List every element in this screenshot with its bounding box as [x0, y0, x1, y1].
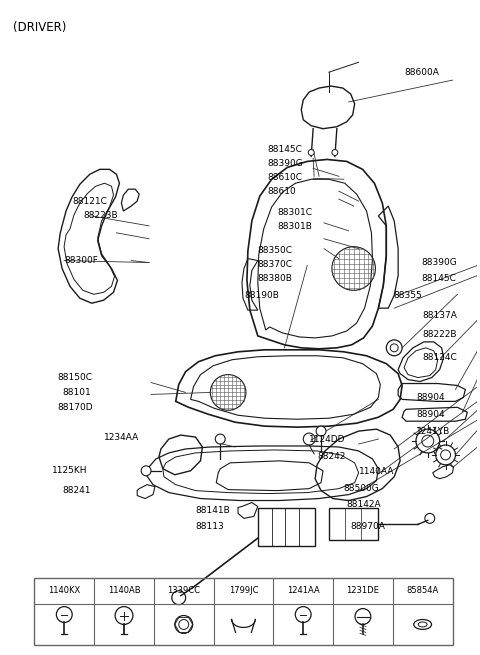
- Text: 88970A: 88970A: [351, 522, 385, 531]
- Text: 1799JC: 1799JC: [228, 586, 258, 595]
- Text: 1140KX: 1140KX: [48, 586, 80, 595]
- Text: 88370C: 88370C: [258, 260, 293, 269]
- Bar: [329, 508, 378, 540]
- Text: 85854A: 85854A: [407, 586, 439, 595]
- Text: 88301C: 88301C: [277, 208, 312, 217]
- Text: 88380B: 88380B: [258, 274, 293, 283]
- Text: 88300F: 88300F: [64, 256, 98, 265]
- Text: 88170D: 88170D: [57, 403, 93, 412]
- Text: 88137A: 88137A: [423, 310, 458, 320]
- Text: 88500G: 88500G: [344, 484, 380, 493]
- Text: 88390G: 88390G: [421, 258, 456, 267]
- Text: 88390G: 88390G: [268, 159, 303, 168]
- Text: 88242: 88242: [317, 453, 346, 461]
- Circle shape: [316, 426, 326, 436]
- Circle shape: [308, 149, 314, 155]
- Text: 88121C: 88121C: [72, 196, 107, 206]
- Text: 88101: 88101: [62, 388, 91, 397]
- Text: 88904: 88904: [416, 410, 444, 419]
- Text: 88142A: 88142A: [347, 500, 382, 509]
- Text: 88222B: 88222B: [423, 330, 457, 339]
- Text: 88610C: 88610C: [268, 173, 303, 182]
- Text: 88150C: 88150C: [57, 373, 92, 382]
- Circle shape: [141, 466, 151, 476]
- Text: 88350C: 88350C: [258, 246, 293, 255]
- Text: 1339CC: 1339CC: [167, 586, 200, 595]
- Bar: [35, 578, 453, 645]
- Text: 88355: 88355: [393, 291, 422, 300]
- Bar: [258, 508, 315, 546]
- Text: 1241AA: 1241AA: [287, 586, 320, 595]
- Circle shape: [216, 434, 225, 444]
- Text: 88301B: 88301B: [277, 222, 312, 231]
- Text: 1140AB: 1140AB: [108, 586, 140, 595]
- Text: 1241YB: 1241YB: [416, 426, 450, 436]
- Text: 88141B: 88141B: [195, 506, 230, 515]
- Text: 88600A: 88600A: [404, 67, 439, 77]
- Text: 88241: 88241: [62, 486, 91, 495]
- Text: 88610: 88610: [268, 187, 297, 196]
- Text: 88113: 88113: [195, 522, 224, 531]
- Text: 88145C: 88145C: [421, 274, 456, 283]
- Text: 1124DD: 1124DD: [309, 434, 346, 443]
- Text: 1231DE: 1231DE: [347, 586, 379, 595]
- Text: 88124C: 88124C: [423, 353, 457, 362]
- Text: 88145C: 88145C: [268, 145, 302, 154]
- Text: 88904: 88904: [416, 393, 444, 402]
- Text: 1140AA: 1140AA: [359, 467, 394, 476]
- Text: 88223B: 88223B: [84, 212, 119, 221]
- Text: 88190B: 88190B: [244, 291, 279, 300]
- Text: 1234AA: 1234AA: [104, 432, 139, 441]
- Text: 1125KH: 1125KH: [52, 466, 88, 476]
- Circle shape: [332, 149, 338, 155]
- Text: (DRIVER): (DRIVER): [12, 20, 66, 33]
